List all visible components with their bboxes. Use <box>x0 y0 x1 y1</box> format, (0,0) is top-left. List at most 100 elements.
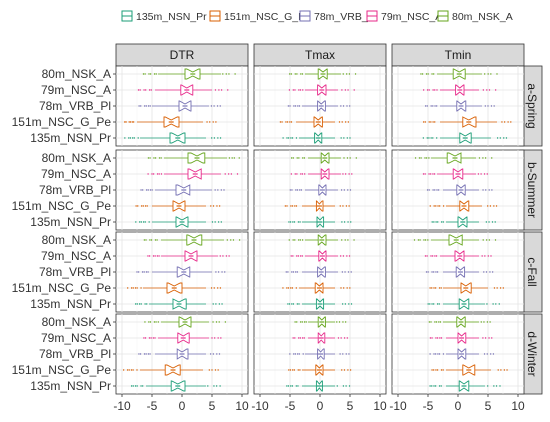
box-78m-vrb-pl <box>140 184 225 196</box>
outlier-point <box>215 121 217 123</box>
outlier-point <box>339 353 341 355</box>
outlier-point <box>338 121 341 123</box>
box-78m-vrb-pl <box>429 348 495 360</box>
box-78m-vrb-pl <box>136 266 226 278</box>
x-tick-label: -5 <box>285 399 296 413</box>
outlier-point <box>342 385 345 387</box>
outlier-point <box>136 271 138 273</box>
outlier-point <box>296 271 299 273</box>
outlier-point <box>132 287 134 289</box>
outlier-point <box>292 239 294 241</box>
outlier-point <box>340 105 342 107</box>
outlier-point <box>227 89 229 91</box>
box-151m-nsc-g-pe <box>284 200 350 212</box>
outlier-point <box>291 205 294 207</box>
outlier-point <box>423 239 425 241</box>
outlier-point <box>418 157 421 159</box>
outlier-point <box>337 337 340 339</box>
outlier-point <box>428 121 430 123</box>
outlier-point <box>135 221 137 223</box>
box-80m-nsk-a <box>294 316 347 328</box>
outlier-point <box>143 271 145 273</box>
outlier-point <box>435 321 438 323</box>
legend-item-79m-nsc-a: 79m_NSC_A <box>366 10 442 23</box>
outlier-point <box>349 287 351 289</box>
outlier-point <box>486 353 488 355</box>
outlier-point <box>442 369 444 371</box>
outlier-point <box>140 221 143 223</box>
outlier-point <box>420 73 422 75</box>
outlier-point <box>341 303 344 305</box>
y-tick-label: 78m_VRB_Pl <box>39 265 111 279</box>
outlier-point <box>422 121 425 123</box>
outlier-point <box>295 137 298 139</box>
box-79m-nsc-a <box>137 84 229 96</box>
x-tick-label: -5 <box>423 399 434 413</box>
outlier-point <box>289 105 291 107</box>
outlier-point <box>498 303 500 305</box>
outlier-point <box>128 369 130 371</box>
box-78m-vrb-pl <box>138 100 221 112</box>
outlier-point <box>424 255 427 257</box>
outlier-point <box>436 369 439 371</box>
box-135m-nsn-pr <box>134 298 223 310</box>
outlier-point <box>488 239 491 241</box>
outlier-point <box>342 105 345 107</box>
outlier-point <box>426 255 428 257</box>
outlier-point <box>285 121 287 123</box>
legend-item-135m-nsn-pr: 135m_NSN_Pr <box>121 10 207 23</box>
outlier-point <box>435 337 437 339</box>
box-78m-vrb-pl <box>426 184 493 196</box>
outlier-point <box>140 303 142 305</box>
outlier-point <box>286 205 288 207</box>
outlier-point <box>434 189 436 191</box>
outlier-point <box>442 205 445 207</box>
outlier-point <box>288 369 290 371</box>
y-tick-label: 151m_NSC_G_Pe <box>12 199 112 213</box>
outlier-point <box>489 271 491 273</box>
outlier-point <box>489 321 491 323</box>
outlier-point <box>346 137 348 139</box>
outlier-point <box>296 353 299 355</box>
outlier-point <box>343 337 346 339</box>
outlier-point <box>346 337 348 339</box>
outlier-point <box>477 173 480 175</box>
outlier-point <box>292 337 294 339</box>
outlier-point <box>425 157 428 159</box>
y-tick-label: 135m_NSN_Pr <box>30 215 111 229</box>
outlier-point <box>228 255 230 257</box>
outlier-point <box>217 287 219 289</box>
outlier-point <box>301 239 304 241</box>
outlier-point <box>149 105 151 107</box>
outlier-point <box>149 239 151 241</box>
outlier-point <box>434 105 436 107</box>
outlier-point <box>299 89 302 91</box>
outlier-point <box>305 321 307 323</box>
outlier-point <box>130 369 133 371</box>
outlier-point <box>506 369 508 371</box>
outlier-point <box>348 353 350 355</box>
panel-c-fall-tmin <box>391 231 525 313</box>
outlier-point <box>299 369 301 371</box>
outlier-point <box>133 137 135 139</box>
panel-c-fall-dtr <box>115 231 249 313</box>
outlier-point <box>348 255 351 257</box>
x-tick-label: -10 <box>389 399 407 413</box>
box-78m-vrb-pl <box>425 266 494 278</box>
outlier-point <box>488 89 491 91</box>
outlier-point <box>428 173 430 175</box>
outlier-point <box>298 337 300 339</box>
outlier-point <box>345 385 347 387</box>
outlier-point <box>499 385 501 387</box>
outlier-point <box>158 173 160 175</box>
box-135m-nsn-pr <box>282 132 351 144</box>
outlier-point <box>287 385 290 387</box>
outlier-point <box>143 239 146 241</box>
outlier-point <box>353 239 355 241</box>
box-79m-nsc-a <box>290 168 353 180</box>
outlier-point <box>493 105 495 107</box>
outlier-point <box>292 271 295 273</box>
outlier-point <box>485 189 487 191</box>
outlier-point <box>302 157 304 159</box>
outlier-point <box>137 89 140 91</box>
